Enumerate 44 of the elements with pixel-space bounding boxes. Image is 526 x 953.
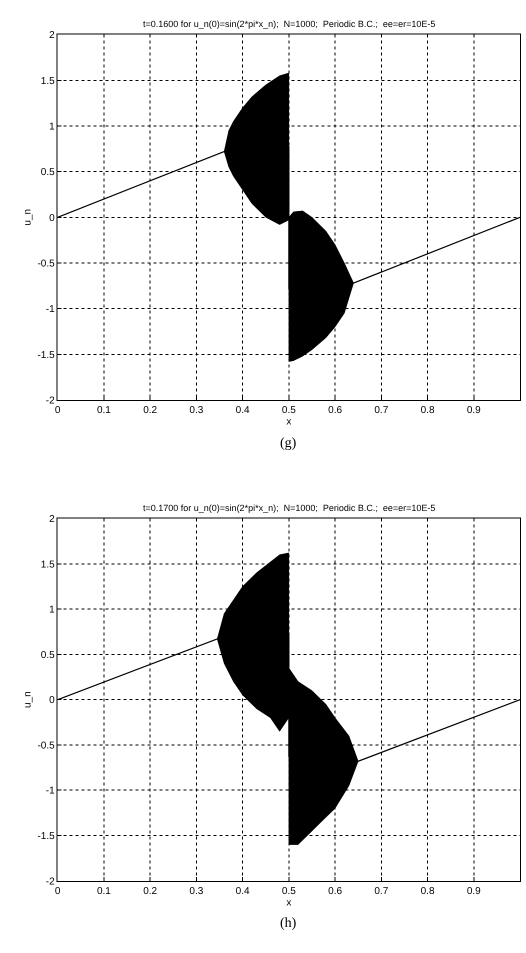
y-tick-label: 0.5: [40, 167, 56, 178]
text: (h): [280, 916, 297, 931]
y-tick-label: 0.5: [40, 650, 56, 661]
y-tick-label: -2: [46, 876, 56, 888]
x-tick-label: 0.5: [282, 404, 296, 416]
x-tick-label: 0.7: [374, 886, 389, 897]
y-tick-label: -1: [46, 304, 56, 316]
x-tick-label: 0.2: [143, 404, 158, 416]
y-tick-label: -1: [46, 786, 56, 797]
chart-title: t=0.1700 for u_n(0)=sin(2*pi*x_n); N=1000; Periodic B.C.; ee=er=10E-5: [143, 503, 436, 513]
y-tick-label: 2: [49, 30, 56, 42]
y-tick-label: 1: [49, 604, 56, 616]
x-tick-label: 0.7: [374, 404, 389, 416]
x-tick-label: 0.4: [236, 404, 250, 416]
y-tick-label: -1.5: [37, 350, 56, 361]
x-tick-label: 0.2: [143, 886, 158, 897]
y-tick-label: -2: [46, 395, 56, 406]
y-axis-title: u_n: [22, 691, 34, 708]
x-tick-label: 0.9: [466, 886, 482, 897]
y-axis-title: u_n: [22, 208, 34, 226]
y-tick-label: 2: [49, 514, 56, 525]
x-axis-title: x: [286, 897, 292, 908]
y-tick-label: -1.5: [37, 831, 56, 842]
x-tick-label: 0.1: [96, 886, 112, 897]
x-tick-label: 0.6: [328, 886, 342, 897]
y-tick-label: 0: [49, 212, 56, 224]
y-tick-label: 1.5: [40, 76, 56, 87]
text: (g): [280, 436, 297, 451]
chart-title: t=0.1600 for u_n(0)=sin(2*pi*x_n); N=1000; Periodic B.C.; ee=er=10E-5: [143, 19, 436, 29]
y-tick-label: 1.5: [40, 559, 56, 570]
x-tick-label: 0.1: [96, 404, 112, 416]
y-tick-label: 0: [49, 695, 56, 706]
x-axis-title: x: [286, 416, 292, 428]
y-tick-label: 1: [49, 121, 56, 132]
x-tick-label: 0.9: [466, 404, 482, 416]
y-tick-label: -0.5: [37, 740, 56, 752]
x-tick-label: 0.4: [236, 886, 250, 897]
x-tick-label: 0.6: [328, 404, 342, 416]
x-tick-label: 0.5: [282, 886, 296, 897]
x-tick-label: 0.3: [189, 404, 204, 416]
x-tick-label: 0.8: [420, 886, 435, 897]
y-tick-label: -0.5: [37, 258, 56, 270]
x-tick-label: 0.8: [420, 404, 435, 416]
x-tick-label: 0.3: [189, 886, 204, 897]
